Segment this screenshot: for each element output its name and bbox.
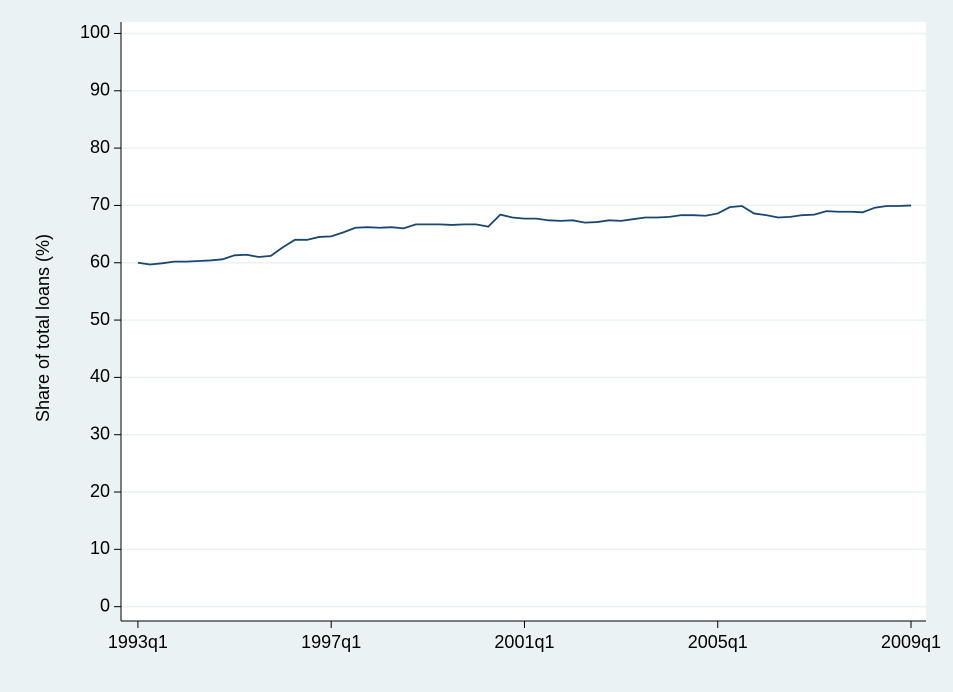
y-tick-label: 20 xyxy=(90,481,110,501)
y-tick-label: 0 xyxy=(100,595,110,615)
x-tick-label: 2009q1 xyxy=(881,632,941,652)
y-tick-label: 70 xyxy=(90,194,110,214)
y-tick-label: 80 xyxy=(90,137,110,157)
y-tick-label: 100 xyxy=(80,22,110,42)
plot-area xyxy=(121,22,926,621)
x-tick-label: 2005q1 xyxy=(688,632,748,652)
y-tick-label: 90 xyxy=(90,80,110,100)
y-tick-label: 30 xyxy=(90,423,110,443)
y-tick-label: 10 xyxy=(90,538,110,558)
x-tick-label: 1997q1 xyxy=(301,632,361,652)
y-tick-label: 50 xyxy=(90,309,110,329)
y-tick-label: 60 xyxy=(90,251,110,271)
data-line xyxy=(137,204,912,266)
x-tick-label: 2001q1 xyxy=(494,632,554,652)
y-axis-title: Share of total loans (%) xyxy=(33,234,53,422)
x-tick-label: 1993q1 xyxy=(108,632,168,652)
y-tick-label: 40 xyxy=(90,366,110,386)
